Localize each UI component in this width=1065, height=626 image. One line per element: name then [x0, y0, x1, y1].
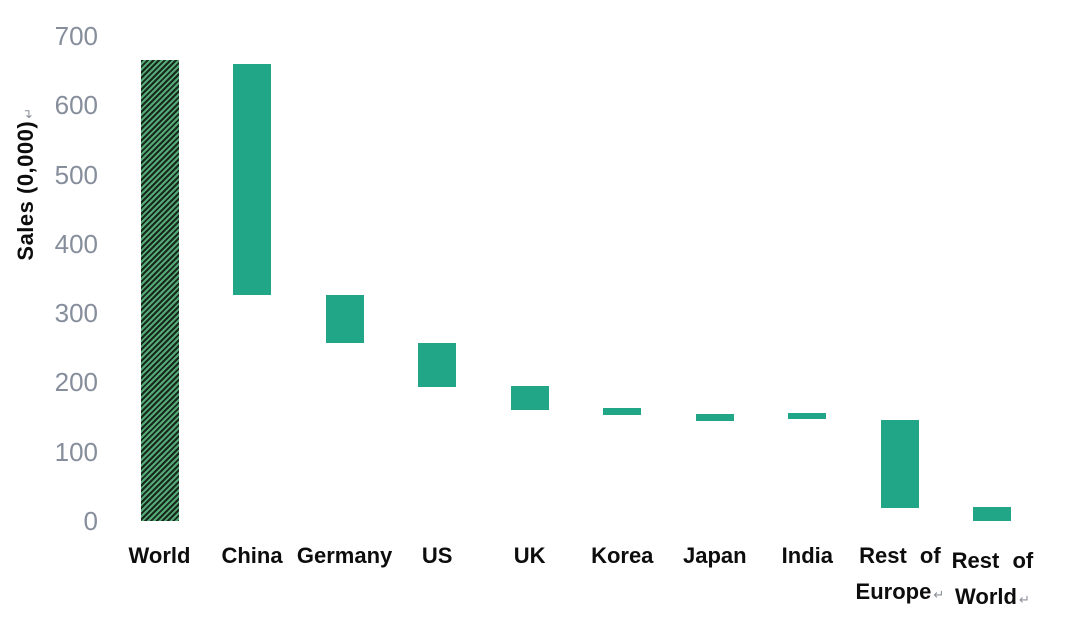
bar-world: [140, 60, 179, 521]
line-break-mark: ↵: [933, 587, 945, 602]
bar-rest-of-europe: [880, 419, 919, 508]
category-label-line: China: [221, 543, 283, 568]
category-label-japan: Japan: [640, 538, 790, 574]
y-tick-label-500: 500: [54, 159, 98, 190]
category-label-world: World: [85, 538, 235, 574]
bar-uk: [510, 385, 549, 411]
category-label-rest-of-world: Rest of World ↵: [917, 543, 1065, 618]
category-label-line: Japan: [683, 543, 747, 568]
category-label-china: China: [177, 538, 327, 574]
bar-germany: [325, 295, 364, 343]
line-break-mark: ↵: [1018, 592, 1030, 607]
y-tick-label-100: 100: [54, 436, 98, 467]
category-label-india: India: [732, 538, 882, 574]
bar-korea: [603, 408, 642, 415]
category-label-line: US: [421, 543, 453, 568]
y-tick-label-200: 200: [54, 367, 98, 398]
bar-china: [233, 63, 272, 296]
category-label-line: Germany: [296, 543, 393, 568]
category-label-line: Rest of: [859, 543, 941, 568]
bar-japan: [695, 414, 734, 422]
y-tick-label-600: 600: [54, 90, 98, 121]
y-tick-label-400: 400: [54, 228, 98, 259]
category-label-line: UK: [513, 543, 546, 568]
bar-india: [788, 412, 827, 420]
bar-us: [418, 342, 457, 388]
category-label-line: World ↵: [955, 584, 1030, 609]
category-label-rest-of-europe: Rest of Europe ↵: [825, 538, 975, 613]
category-label-us: US: [362, 538, 512, 574]
category-label-germany: Germany: [270, 538, 420, 574]
y-tick-label-700: 700: [54, 20, 98, 51]
category-label-korea: Korea: [547, 538, 697, 574]
category-label-line: World: [128, 543, 191, 568]
category-label-line: Europe ↵: [855, 579, 945, 604]
y-tick-label-0: 0: [83, 506, 98, 536]
category-label-line: India: [781, 543, 834, 568]
y-tick-label-300: 300: [54, 298, 98, 329]
category-label-uk: UK: [455, 538, 605, 574]
category-label-line: Rest of: [951, 548, 1034, 573]
bar-rest-of-world: [973, 507, 1012, 521]
category-label-line: Korea: [591, 543, 654, 568]
